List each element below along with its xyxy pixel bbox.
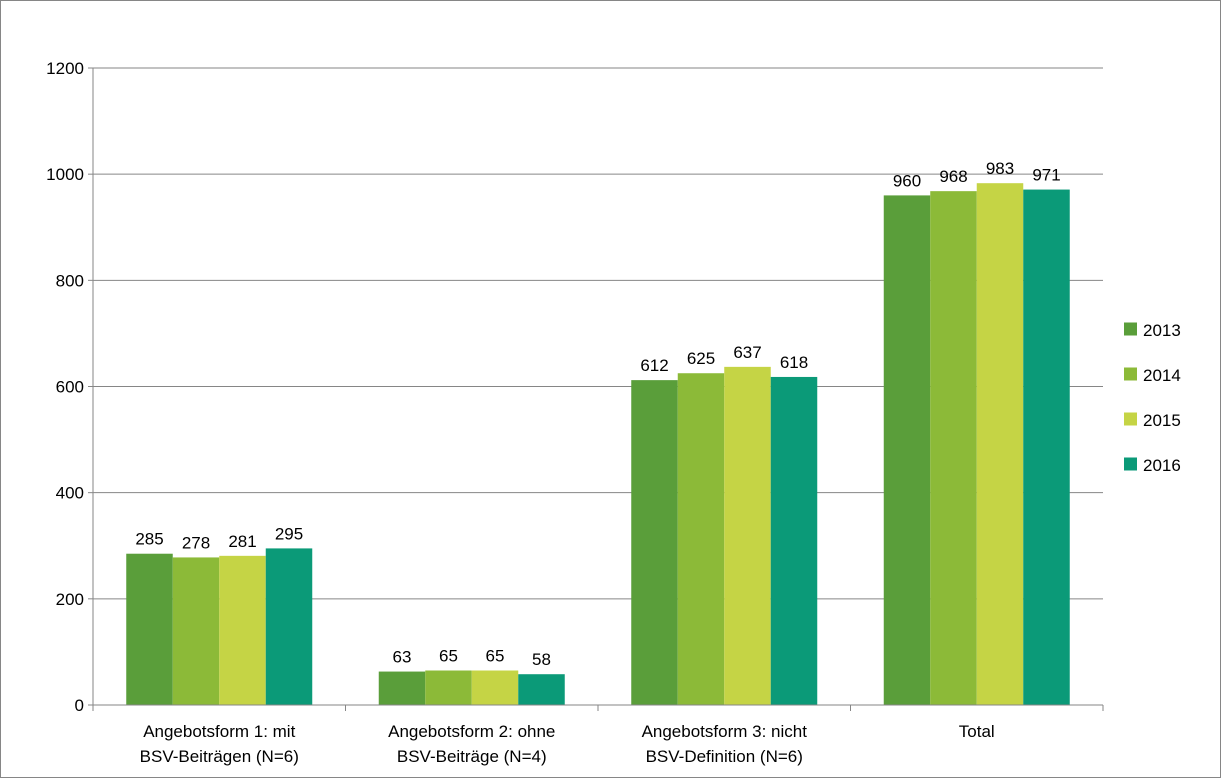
legend-label-2013: 2013	[1143, 321, 1181, 340]
bar-2015-4	[976, 183, 1024, 706]
legend-swatch-2015	[1124, 412, 1137, 426]
data-label: 637	[733, 343, 761, 362]
y-tick-label: 800	[56, 271, 84, 290]
y-axis-ticks: 0 200 400 600 800 1000 1200	[46, 59, 84, 715]
bar-2016-1	[265, 548, 313, 705]
legend-swatch-2013	[1124, 322, 1137, 336]
data-labels: 285 278 281 295 63 65 65 58 612 625 637 618 960 968 98…	[135, 159, 1060, 669]
bar-2014-2	[425, 670, 472, 705]
data-label: 63	[393, 648, 412, 667]
legend-label-2015: 2015	[1143, 411, 1181, 430]
bar-2013-2	[378, 671, 426, 705]
y-tick-label: 1000	[46, 165, 84, 184]
legend-swatch-2014	[1124, 367, 1137, 381]
data-label: 281	[228, 532, 256, 551]
bars	[126, 183, 1070, 706]
legend-label-2014: 2014	[1143, 366, 1181, 385]
data-label: 971	[1032, 166, 1060, 185]
y-tick-label: 600	[56, 378, 84, 397]
category-label: BSV-Definition (N=6)	[646, 747, 803, 766]
category-label: Angebotsform 1: mit	[143, 722, 295, 741]
y-tick-label: 200	[56, 590, 84, 609]
bar-2016-4	[1023, 189, 1070, 705]
bar-2016-3	[770, 376, 818, 705]
category-label: Angebotsform 2: ohne	[388, 722, 555, 741]
bar-2013-1	[126, 553, 173, 705]
category-label: Angebotsform 3: nicht	[642, 722, 808, 741]
category-label: Total	[959, 722, 995, 741]
category-label: BSV-Beiträge (N=4)	[397, 747, 547, 766]
data-label: 285	[135, 530, 163, 549]
data-label: 295	[275, 524, 303, 543]
bar-2014-3	[677, 373, 725, 705]
data-label: 65	[439, 646, 458, 665]
data-label: 58	[532, 650, 551, 669]
legend-swatch-2016	[1124, 457, 1137, 471]
y-tick-label: 400	[56, 484, 84, 503]
legend-label-2016: 2016	[1143, 456, 1181, 475]
data-label: 612	[640, 356, 668, 375]
bar-2015-2	[471, 670, 519, 705]
data-label: 65	[486, 646, 505, 665]
data-label: 968	[939, 167, 967, 186]
bar-2013-3	[631, 380, 678, 705]
data-label: 625	[687, 349, 715, 368]
y-tick-label: 1200	[46, 59, 84, 78]
data-label: 960	[893, 171, 921, 190]
bar-2016-2	[518, 674, 565, 705]
bar-2015-1	[219, 555, 266, 705]
data-label: 983	[986, 159, 1014, 178]
category-labels: Angebotsform 1: mit BSV-Beiträgen (N=6) An…	[140, 722, 995, 766]
bar-2014-1	[172, 557, 220, 705]
bar-2015-3	[724, 366, 771, 705]
data-label: 278	[182, 533, 210, 552]
legend: 2013 2014 2015 2016	[1124, 321, 1181, 475]
category-label: BSV-Beiträgen (N=6)	[140, 747, 299, 766]
axes	[88, 67, 1104, 711]
bar-2013-4	[883, 195, 931, 705]
bar-2014-4	[930, 191, 977, 706]
data-label: 618	[780, 353, 808, 372]
y-tick-label: 0	[75, 696, 84, 715]
